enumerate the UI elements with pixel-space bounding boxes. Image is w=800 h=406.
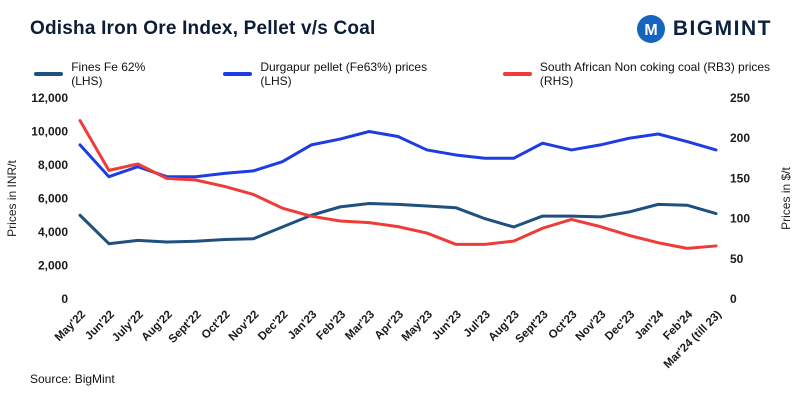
legend-item-fines: Fines Fe 62% (LHS) xyxy=(34,60,177,88)
x-tick-label: May'23 xyxy=(400,309,435,344)
series-line-2 xyxy=(78,119,718,250)
legend-label-pellet: Durgapur pellet (Fe63%) prices (LHS) xyxy=(260,60,428,88)
series-line-1 xyxy=(78,130,718,179)
left-tick-label: 8,000 xyxy=(38,158,68,172)
chart-legend: Fines Fe 62% (LHS) Durgapur pellet (Fe63… xyxy=(34,60,800,88)
left-tick-label: 10,000 xyxy=(31,125,68,139)
x-tick-label: Dec'23 xyxy=(603,309,637,343)
legend-item-coal: South African Non coking coal (RB3) pric… xyxy=(502,60,800,88)
left-tick-label: 2,000 xyxy=(38,259,68,273)
source-note: Source: BigMint xyxy=(30,372,115,386)
left-tick-label: 4,000 xyxy=(38,225,68,239)
brand-name: BIGMINT xyxy=(672,17,772,40)
left-axis-title: Prices in INR/t xyxy=(5,159,19,236)
right-tick-label: 150 xyxy=(730,171,750,185)
left-tick-label: 6,000 xyxy=(38,192,68,206)
x-tick-label: Sept'22 xyxy=(167,309,204,346)
legend-swatch-fines xyxy=(34,72,64,76)
legend-label-coal: South African Non coking coal (RB3) pric… xyxy=(539,60,771,88)
chart-area: 0 2,000 4,000 6,000 8,000 10,000 12,000 0 50 100 1… xyxy=(0,84,800,401)
right-tick-label: 200 xyxy=(730,131,750,145)
page-title: Odisha Iron Ore Index, Pellet v/s Coal xyxy=(30,18,376,39)
x-tick-label: May'22 xyxy=(53,309,88,344)
right-tick-label: 100 xyxy=(730,212,750,226)
x-tick-label: Mar'23 xyxy=(343,309,377,343)
legend-swatch-pellet xyxy=(223,72,253,76)
chart-svg: 0 2,000 4,000 6,000 8,000 10,000 12,000 0 50 100 1… xyxy=(5,91,793,371)
x-tick-label: Jun'23 xyxy=(430,309,464,343)
x-tick-label: Sept'23 xyxy=(514,309,551,346)
legend-label-fines: Fines Fe 62% (LHS) xyxy=(71,60,146,88)
top-bar: Odisha Iron Ore Index, Pellet v/s Coal M… xyxy=(0,0,800,44)
left-tick-label: 12,000 xyxy=(31,91,68,105)
x-tick-label: Nov'22 xyxy=(227,309,262,344)
x-tick-label: Jan'24 xyxy=(633,308,667,342)
x-tick-label: July'22 xyxy=(110,309,146,345)
bigmint-logo-icon: M xyxy=(636,15,665,43)
brand-logo: M BIGMINT xyxy=(636,14,772,44)
right-tick-label: 0 xyxy=(730,292,737,306)
x-tick-label: Feb'23 xyxy=(314,309,348,343)
x-tick-label: Dec'22 xyxy=(256,309,290,343)
x-tick-label: Jan'23 xyxy=(286,309,319,342)
svg-text:M: M xyxy=(644,22,657,39)
legend-item-pellet: Durgapur pellet (Fe63%) prices (LHS) xyxy=(223,60,457,88)
left-tick-label: 0 xyxy=(61,292,68,306)
legend-swatch-coal xyxy=(502,72,532,76)
right-axis-title: Prices in $/t xyxy=(779,166,793,229)
series-line-0 xyxy=(78,202,718,246)
x-tick-label: Nov'23 xyxy=(574,309,609,344)
right-tick-label: 50 xyxy=(730,252,744,266)
right-tick-label: 250 xyxy=(730,91,750,105)
